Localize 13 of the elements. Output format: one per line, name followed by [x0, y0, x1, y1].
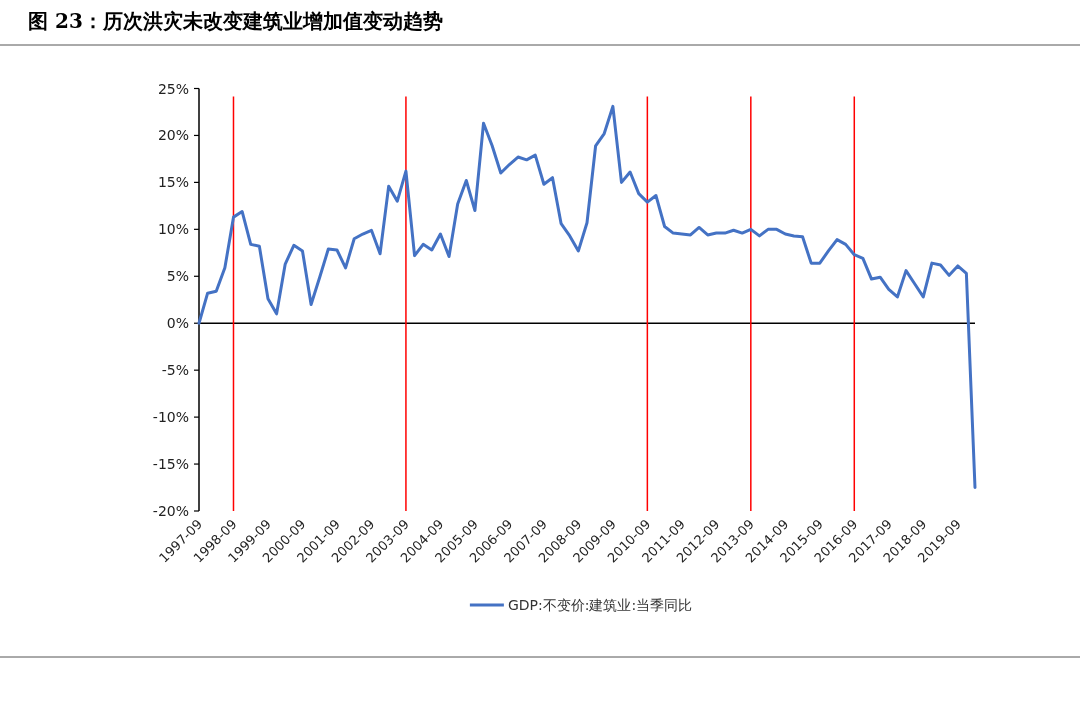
chart-title: 图 23：历次洪灾未改变建筑业增加值变动趋势 [28, 9, 443, 33]
legend: GDP:不变价:建筑业:当季同比 [469, 597, 693, 613]
y-tick-label: -5% [161, 362, 189, 379]
y-tick-label: 25% [157, 80, 189, 97]
y-tick-label: -15% [152, 456, 189, 473]
legend-label: GDP:不变价:建筑业:当季同比 [507, 597, 693, 613]
y-tick-label: 10% [157, 221, 189, 238]
y-tick-label: -10% [152, 409, 189, 426]
y-tick-label: 0% [166, 315, 189, 332]
y-tick-label: 20% [157, 127, 189, 144]
y-tick-label: 15% [157, 174, 189, 191]
y-tick-label: -20% [152, 503, 189, 519]
y-tick-label: 5% [166, 268, 189, 285]
